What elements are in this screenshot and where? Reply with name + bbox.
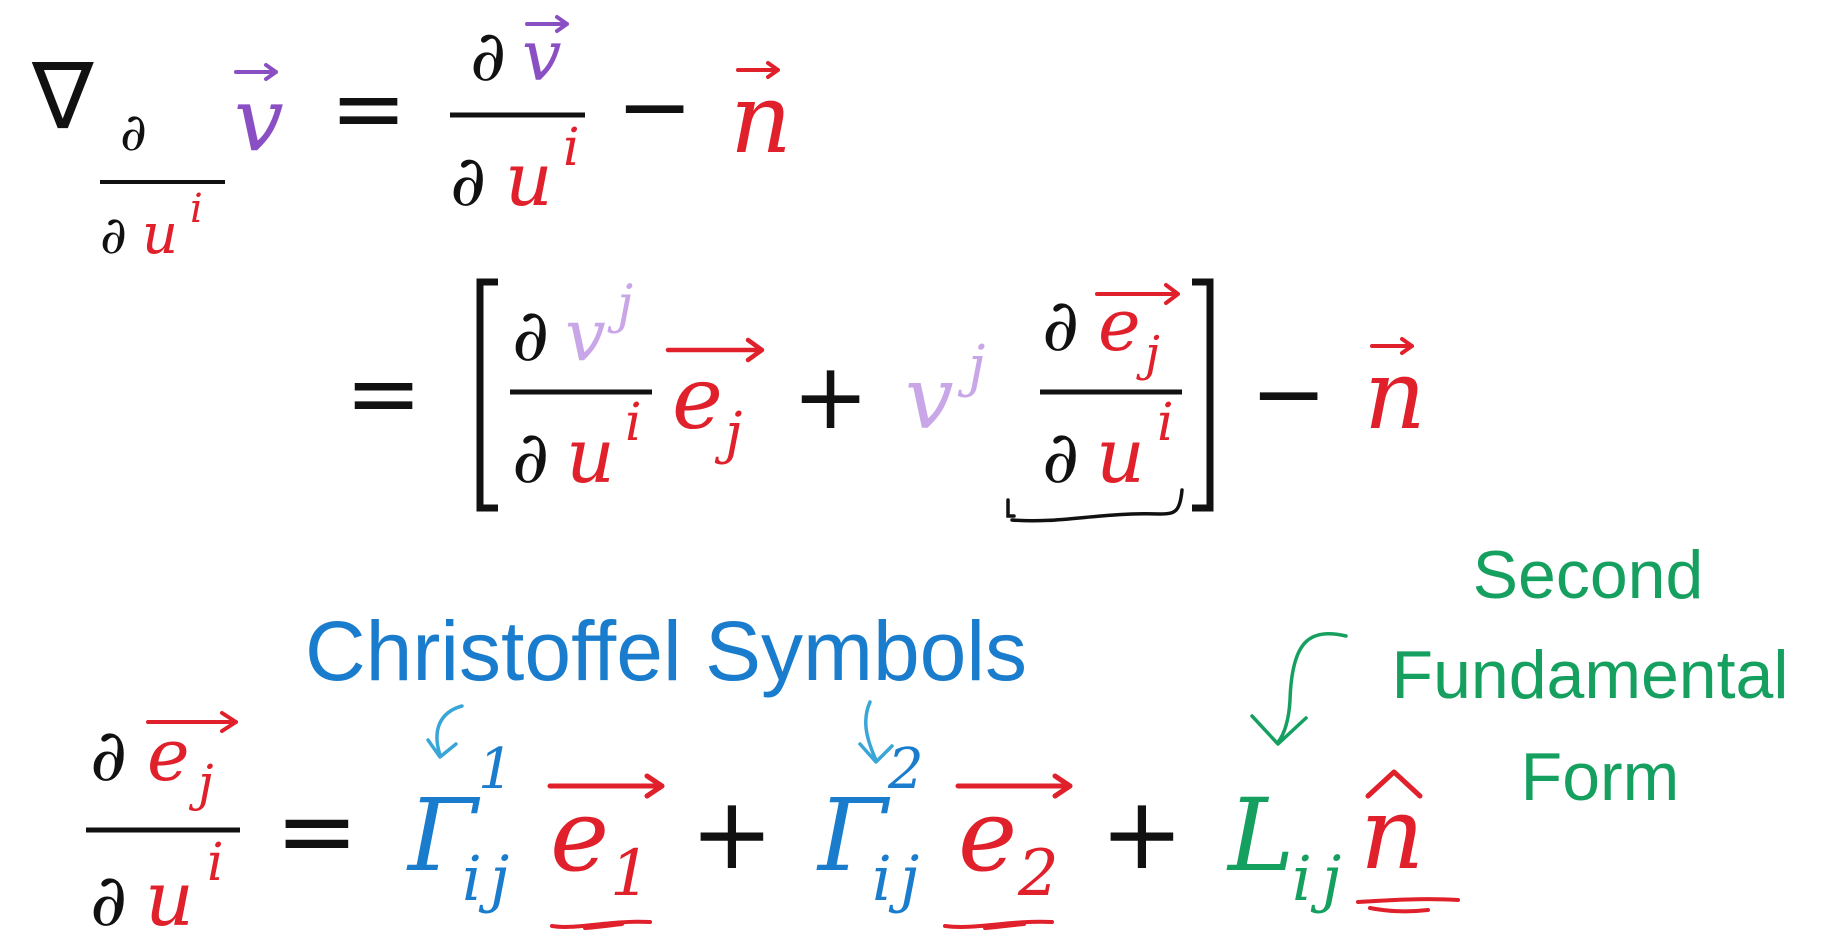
component-v: v bbox=[565, 293, 606, 377]
basis-vector-e-1: e 1 bbox=[547, 773, 665, 911]
coordinate-u: u bbox=[145, 854, 194, 943]
partial-symbol: ∂ bbox=[470, 15, 506, 97]
annotation-arrow-green bbox=[1250, 632, 1348, 746]
equation-line-2: = ∂ v j ∂ u i e j + v j ∂ e j bbox=[345, 275, 1426, 523]
svg-text:1: 1 bbox=[610, 837, 651, 911]
handwritten-underline-red bbox=[1356, 897, 1460, 914]
fraction-dvj-du: ∂ v j ∂ u i bbox=[510, 275, 652, 500]
partial-symbol: ∂ bbox=[100, 206, 127, 266]
index-i: i bbox=[872, 842, 892, 915]
partial-symbol: ∂ bbox=[1042, 283, 1079, 367]
fraction-dej-du: ∂ e j ∂ u i bbox=[1040, 283, 1182, 500]
index-j: j bbox=[607, 275, 633, 335]
minus-sign: − bbox=[616, 53, 693, 160]
basis-vector-e-2: e 2 bbox=[955, 773, 1073, 911]
equals-sign: = bbox=[275, 772, 359, 889]
superscript-2: 2 bbox=[887, 737, 924, 802]
index-j: j bbox=[1310, 842, 1341, 915]
fraction-dej-du: ∂ e j ∂ u i bbox=[86, 711, 240, 943]
gamma-symbol: Γ bbox=[406, 777, 481, 894]
basis-e: e bbox=[1098, 283, 1141, 367]
svg-text:e: e bbox=[672, 349, 723, 449]
equation-line-3: ∂ e j ∂ u i = Γ 1 i j e 1 + Γ 2 bbox=[86, 711, 1460, 943]
annotation-arrow-blue-2 bbox=[858, 700, 894, 764]
plus-sign: + bbox=[690, 775, 774, 892]
vector-v: v bbox=[234, 63, 284, 171]
component-v-j: v j bbox=[905, 334, 985, 449]
handwritten-underbrace bbox=[1006, 488, 1184, 523]
vector-n: n bbox=[730, 61, 792, 175]
svg-text:v: v bbox=[905, 349, 954, 449]
index-j: j bbox=[188, 754, 214, 812]
superscript-1: 1 bbox=[478, 737, 514, 802]
second-fundamental-form-label: Second Fundamental Form bbox=[1392, 537, 1789, 815]
equals-sign: = bbox=[330, 55, 407, 162]
index-i: i bbox=[625, 393, 642, 453]
svg-text:e: e bbox=[958, 777, 1017, 894]
equation-line-1: ∇ ∂ ∂ u i v = ∂ v ∂ u i − n bbox=[31, 15, 792, 267]
partial-symbol: ∂ bbox=[512, 293, 549, 377]
svg-text:v: v bbox=[234, 68, 284, 171]
vector-v: v bbox=[522, 15, 562, 97]
basis-vector-e-j: e j bbox=[665, 337, 765, 466]
basis-e: e bbox=[147, 713, 190, 797]
partial-symbol: ∂ bbox=[90, 858, 127, 942]
index-i: i bbox=[1157, 393, 1174, 453]
plus-sign: + bbox=[1100, 775, 1184, 892]
christoffel-term-2: Γ 2 i j e 2 bbox=[816, 737, 1073, 930]
partial-symbol: ∂ bbox=[1042, 415, 1079, 499]
fraction-dv-du: ∂ v ∂ u i bbox=[450, 15, 585, 223]
index-i: i bbox=[462, 842, 482, 915]
coordinate-u: u bbox=[505, 137, 553, 223]
index-i: i bbox=[563, 118, 580, 178]
index-i: i bbox=[190, 186, 203, 232]
index-i: i bbox=[207, 833, 224, 893]
right-bracket bbox=[1192, 278, 1214, 512]
coordinate-u: u bbox=[1096, 411, 1145, 500]
svg-text:e: e bbox=[550, 777, 609, 894]
christoffel-symbols-label: Christoffel Symbols bbox=[305, 604, 1027, 698]
index-i: i bbox=[1292, 842, 1312, 915]
index-j: j bbox=[888, 842, 919, 915]
label-line-form: Form bbox=[1521, 739, 1680, 815]
nabla-subscript-fraction: ∂ ∂ u i bbox=[100, 103, 225, 267]
coordinate-u: u bbox=[142, 202, 178, 267]
label-line-fundamental: Fundamental bbox=[1392, 637, 1789, 713]
svg-text:n: n bbox=[1360, 775, 1424, 892]
nabla-symbol: ∇ bbox=[31, 43, 94, 150]
equals-sign: = bbox=[345, 340, 422, 447]
coordinate-u: u bbox=[566, 411, 615, 500]
plus-sign: + bbox=[792, 343, 869, 450]
christoffel-term-1: Γ 1 i j e 1 bbox=[406, 737, 665, 930]
gamma-symbol: Γ bbox=[816, 777, 891, 894]
vector-n: n bbox=[1364, 337, 1426, 451]
handwritten-underline-red bbox=[943, 919, 1054, 930]
index-j: j bbox=[478, 842, 509, 915]
svg-text:n: n bbox=[730, 63, 792, 175]
unit-normal-n-hat: n bbox=[1360, 769, 1424, 892]
annotation-arrow-blue-1 bbox=[426, 704, 464, 759]
handwritten-underline-red bbox=[550, 919, 652, 930]
left-bracket bbox=[476, 278, 498, 512]
svg-text:n: n bbox=[1364, 339, 1426, 451]
partial-symbol: ∂ bbox=[90, 713, 127, 797]
minus-sign: − bbox=[1250, 340, 1327, 447]
svg-text:2: 2 bbox=[1017, 837, 1059, 911]
svg-text:j: j bbox=[957, 334, 985, 399]
partial-symbol: ∂ bbox=[120, 103, 147, 163]
partial-symbol: ∂ bbox=[512, 415, 549, 499]
second-fundamental-term: L i j n bbox=[1226, 769, 1460, 915]
label-line-second: Second bbox=[1473, 537, 1704, 613]
coefficient-L: L bbox=[1226, 777, 1294, 894]
partial-symbol: ∂ bbox=[450, 140, 486, 222]
